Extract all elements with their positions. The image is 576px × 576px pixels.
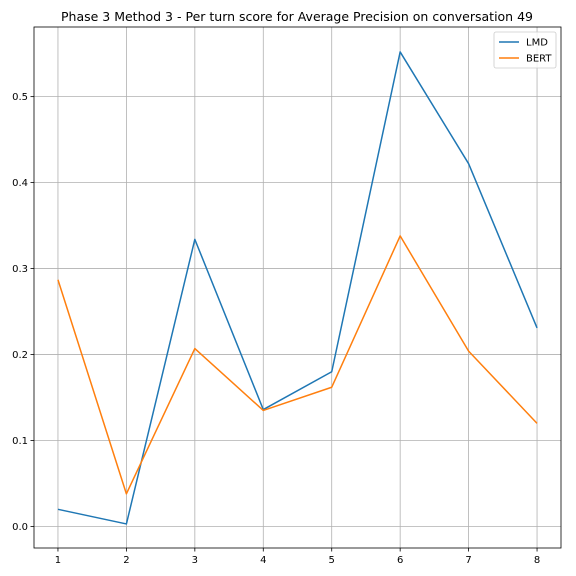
- series-line-lmd: [57, 51, 538, 525]
- y-tick-label: 0.0: [12, 522, 28, 533]
- x-tick-label: 2: [123, 555, 129, 566]
- legend-box: [493, 31, 557, 69]
- legend-label: BERT: [526, 54, 552, 65]
- series-line-bert: [57, 235, 538, 495]
- series-layer: [57, 51, 538, 525]
- x-tick-label: 7: [465, 555, 471, 566]
- y-tick-label: 0.5: [12, 92, 28, 103]
- y-axis: 0.0 0.1 0.2 0.3 0.4 0.5: [12, 92, 34, 533]
- y-tick-label: 0.2: [12, 350, 28, 361]
- y-tick-label: 0.1: [12, 436, 28, 447]
- grid-lines: [34, 27, 561, 548]
- legend-label: LMD: [526, 38, 548, 49]
- y-tick-label: 0.4: [12, 178, 28, 189]
- x-tick-label: 8: [534, 555, 540, 566]
- plot-frame: [33, 26, 562, 549]
- legend: LMD BERT: [493, 31, 557, 69]
- chart-title: Phase 3 Method 3 - Per turn score for Av…: [61, 9, 533, 24]
- x-tick-label: 1: [55, 555, 61, 566]
- x-tick-label: 5: [329, 555, 335, 566]
- x-tick-label: 3: [192, 555, 198, 566]
- y-tick-label: 0.3: [12, 264, 28, 275]
- x-tick-label: 6: [397, 555, 403, 566]
- x-tick-label: 4: [260, 555, 266, 566]
- x-axis: 1 2 3 4 5 6 7 8: [55, 548, 540, 566]
